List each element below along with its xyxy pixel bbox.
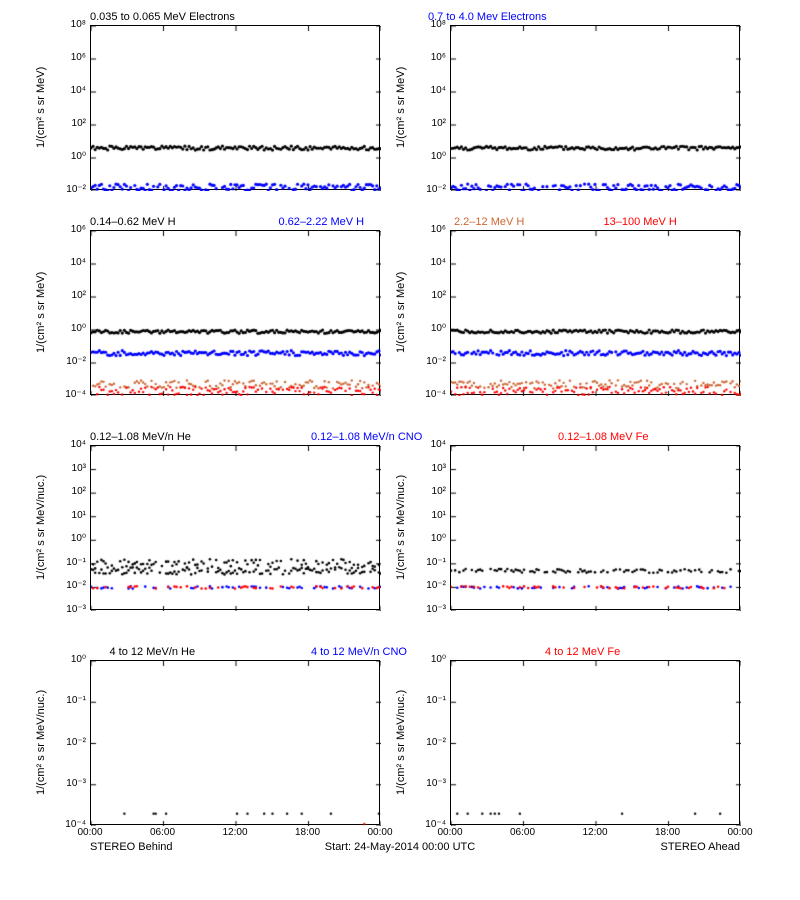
y-tick-label: 10⁻³ [52,604,86,615]
plot-canvas [451,446,741,611]
y-tick-label: 10⁶ [52,52,86,63]
y-tick-label: 10⁶ [412,52,446,63]
y-tick-label: 10⁻² [412,737,446,748]
y-tick-label: 10⁰ [52,533,86,544]
plot-canvas [91,26,381,191]
y-tick-label: 10⁻² [52,184,86,195]
y-tick-label: 10⁴ [412,439,446,450]
y-tick-label: 10⁻³ [412,604,446,615]
y-tick-label: 10⁰ [412,654,446,665]
series-title: 0.035 to 0.065 MeV Electrons [90,11,235,23]
y-axis-label: 1/(cm² s sr MeV/nuc.) [395,445,407,610]
y-tick-label: 10² [52,486,86,497]
x-tick-label: 06:00 [505,827,541,838]
y-tick-label: 10² [52,118,86,129]
y-tick-label: 10⁻¹ [52,695,86,706]
footer-right: STEREO Ahead [661,841,741,853]
y-tick-label: 10² [52,290,86,301]
y-tick-label: 10⁻¹ [412,695,446,706]
y-tick-label: 10⁻⁴ [412,389,446,400]
plot-canvas [451,26,741,191]
x-tick-label: 12:00 [577,827,613,838]
y-tick-label: 10⁸ [412,19,446,30]
y-tick-label: 10³ [412,463,446,474]
series-title: 13–100 MeV H [604,216,677,228]
plot-canvas [451,661,741,826]
series-title: 0.12–1.08 MeV/n CNO [311,431,422,443]
y-tick-label: 10³ [52,463,86,474]
y-tick-label: 10² [412,486,446,497]
x-tick-label: 00:00 [722,827,758,838]
y-tick-label: 10⁴ [412,85,446,96]
y-tick-label: 10⁰ [52,654,86,665]
x-tick-label: 18:00 [650,827,686,838]
y-axis-label: 1/(cm² s sr MeV) [395,230,407,395]
x-tick-label: 00:00 [362,827,398,838]
series-title: 0.12–1.08 MeV Fe [558,431,649,443]
series-title: 0.12–1.08 MeV/n He [90,431,191,443]
plot-canvas [91,661,381,826]
y-tick-label: 10⁻⁴ [52,389,86,400]
y-tick-label: 10¹ [412,510,446,521]
y-tick-label: 10⁰ [412,323,446,334]
y-tick-label: 10⁴ [52,257,86,268]
plot-canvas [451,231,741,396]
x-tick-label: 00:00 [432,827,468,838]
x-tick-label: 18:00 [290,827,326,838]
plot-panel [90,230,380,395]
plot-canvas [91,231,381,396]
y-tick-label: 10⁴ [412,257,446,268]
y-tick-label: 10⁻² [52,737,86,748]
y-tick-label: 10¹ [52,510,86,521]
y-axis-label: 1/(cm² s sr MeV/nuc.) [395,660,407,825]
x-tick-label: 00:00 [72,827,108,838]
plot-panel [450,445,740,610]
x-tick-label: 06:00 [145,827,181,838]
y-tick-label: 10⁶ [52,224,86,235]
y-tick-label: 10⁻³ [52,778,86,789]
series-title: 4 to 12 MeV Fe [545,646,620,658]
series-title: 4 to 12 MeV/n He [110,646,196,658]
y-tick-label: 10⁻² [412,356,446,367]
plot-panel [90,660,380,825]
x-tick-label: 12:00 [217,827,253,838]
y-axis-label: 1/(cm² s sr MeV/nuc.) [35,660,47,825]
plot-panel [450,660,740,825]
plot-panel [450,25,740,190]
series-title: 2.2–12 MeV H [454,216,524,228]
y-tick-label: 10⁻² [412,184,446,195]
chart-grid: 0.035 to 0.065 MeV Electrons0.7 to 4.0 M… [0,0,800,900]
y-tick-label: 10⁰ [52,151,86,162]
y-tick-label: 10² [412,118,446,129]
y-tick-label: 10⁻³ [412,778,446,789]
series-title: 4 to 12 MeV/n CNO [311,646,407,658]
plot-panel [90,445,380,610]
y-axis-label: 1/(cm² s sr MeV) [395,25,407,190]
y-tick-label: 10⁻¹ [412,557,446,568]
series-title: 0.14–0.62 MeV H [90,216,176,228]
plot-canvas [91,446,381,611]
y-tick-label: 10⁰ [412,533,446,544]
y-tick-label: 10⁰ [52,323,86,334]
plot-panel [450,230,740,395]
y-tick-label: 10² [412,290,446,301]
y-axis-label: 1/(cm² s sr MeV) [35,25,47,190]
y-axis-label: 1/(cm² s sr MeV) [35,230,47,395]
y-axis-label: 1/(cm² s sr MeV/nuc.) [35,445,47,610]
y-tick-label: 10⁴ [52,439,86,450]
y-tick-label: 10⁰ [412,151,446,162]
series-title: 0.62–2.22 MeV H [279,216,365,228]
y-tick-label: 10⁶ [412,224,446,235]
y-tick-label: 10⁸ [52,19,86,30]
y-tick-label: 10⁴ [52,85,86,96]
plot-panel [90,25,380,190]
y-tick-label: 10⁻² [52,356,86,367]
y-tick-label: 10⁻² [412,580,446,591]
y-tick-label: 10⁻² [52,580,86,591]
y-tick-label: 10⁻¹ [52,557,86,568]
